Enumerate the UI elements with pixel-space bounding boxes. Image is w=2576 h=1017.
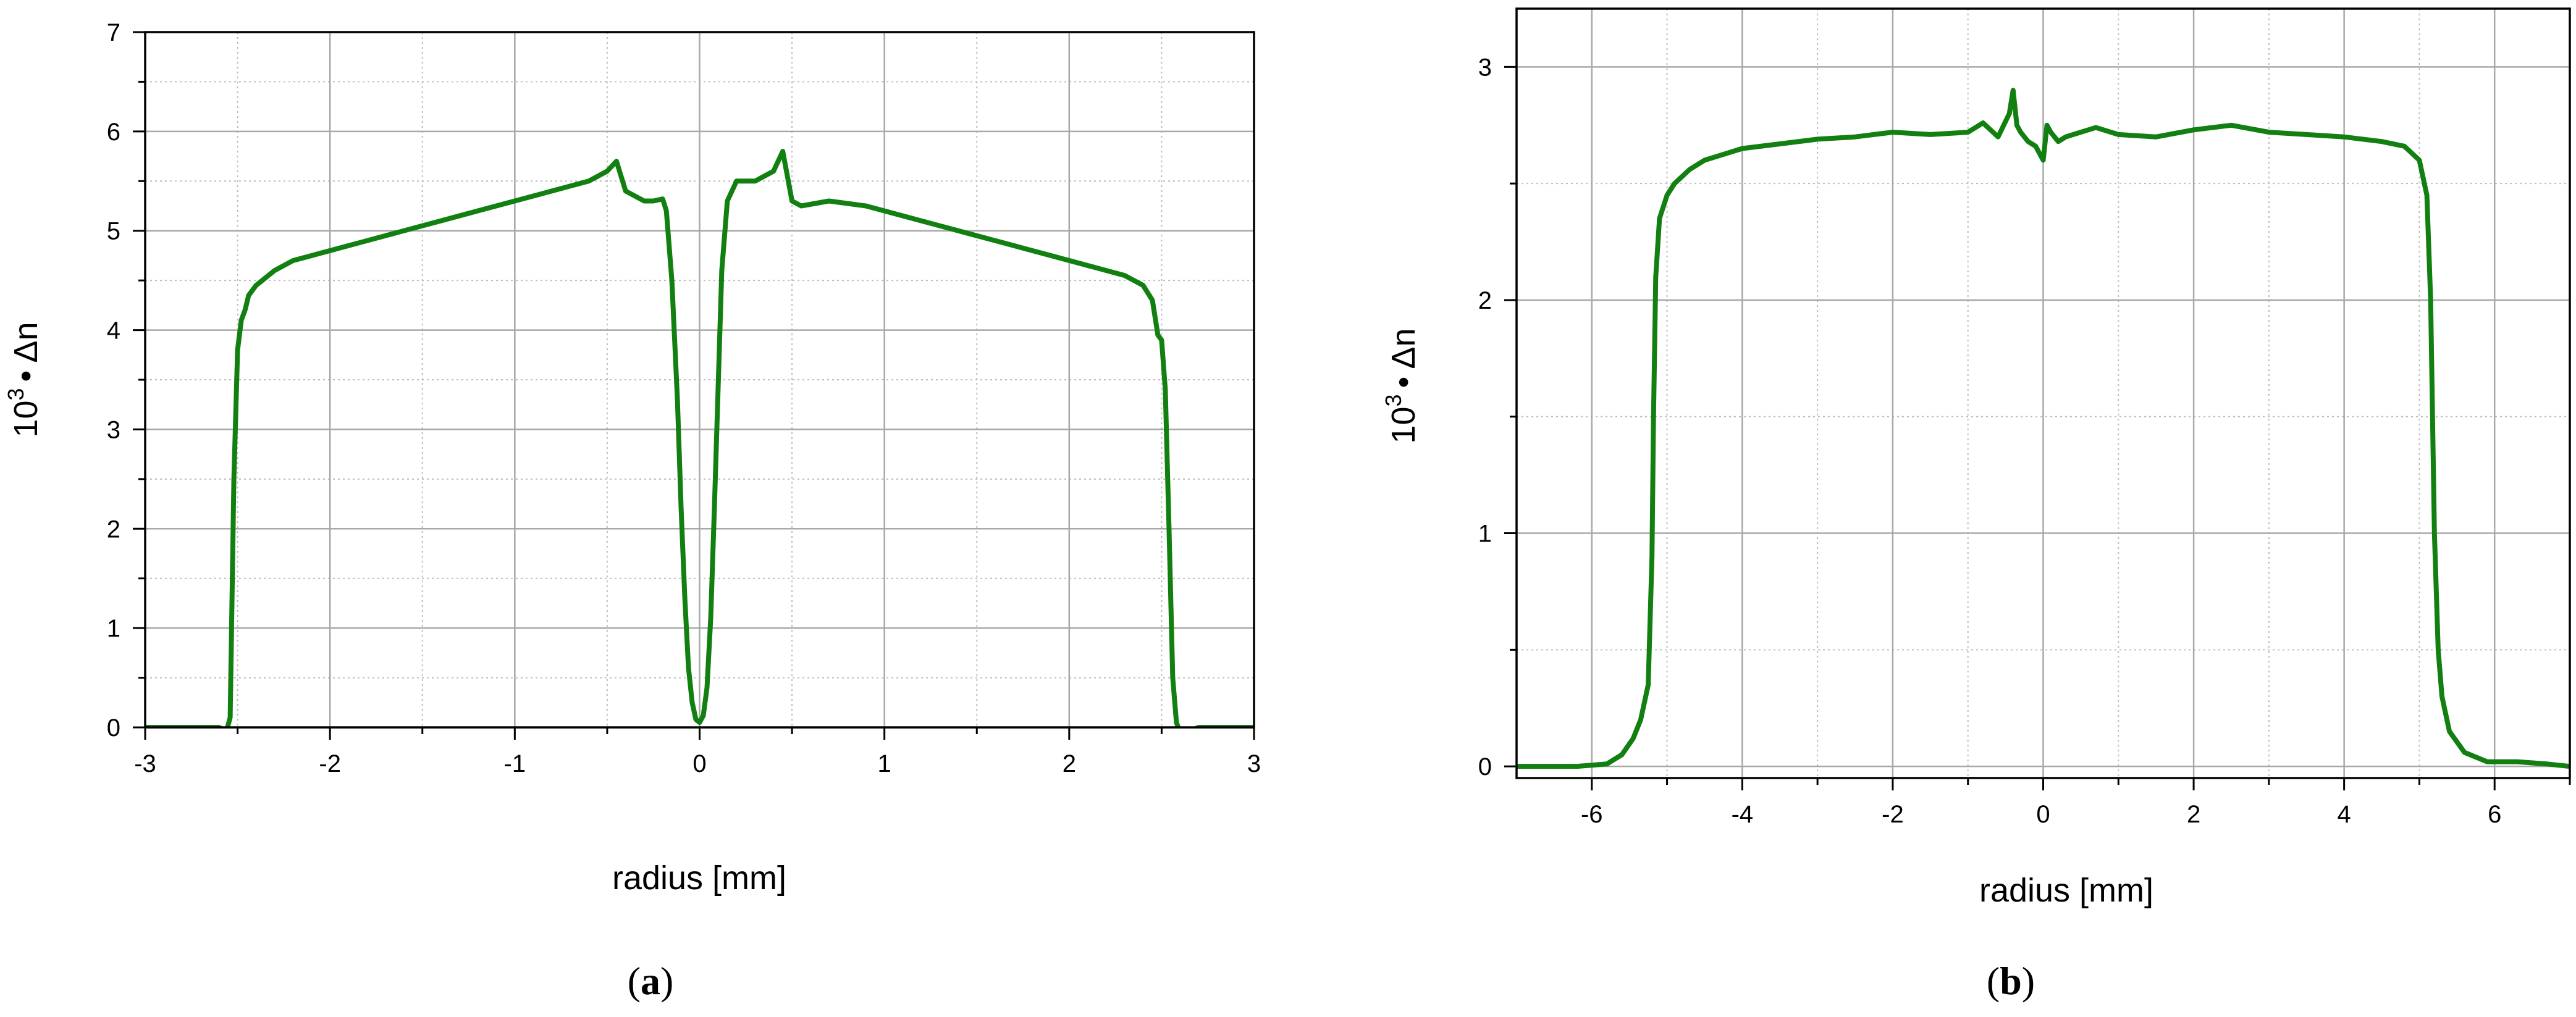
y-axis-label-base: 10 <box>1385 406 1422 443</box>
y-tick-label: 1 <box>107 615 120 642</box>
y-tick-label: 3 <box>107 416 120 443</box>
y-axis-label-rest: • Δn <box>7 322 44 382</box>
x-tick-label: 0 <box>2036 801 2050 828</box>
y-axis-label: 103 • Δn <box>1381 328 1422 443</box>
y-axis-label-exponent: 3 <box>3 388 28 400</box>
x-tick-label: -3 <box>134 750 156 777</box>
panel-caption: (b) <box>1987 959 2035 1003</box>
x-tick-label: 2 <box>2187 801 2200 828</box>
x-tick-label: 0 <box>692 750 706 777</box>
panel-caption: (a) <box>628 959 674 1003</box>
x-axis-label: radius [mm] <box>1979 872 2153 909</box>
x-tick-label: 2 <box>1063 750 1076 777</box>
caption-close-paren: ) <box>2022 959 2035 1003</box>
caption-close-paren: ) <box>660 959 673 1003</box>
y-axis-label-base: 10 <box>7 400 44 437</box>
caption-letter: a <box>641 959 660 1003</box>
y-tick-label: 4 <box>107 317 120 345</box>
plot-frame <box>1515 7 2571 779</box>
y-tick-label: 7 <box>107 19 120 46</box>
data-line-series-0 <box>145 149 1254 727</box>
data-line-series-0 <box>1517 88 2570 769</box>
x-tick-label: 4 <box>2338 801 2351 828</box>
x-tick-label: -4 <box>1732 801 1754 828</box>
x-tick-label: 3 <box>1247 750 1261 777</box>
y-tick-label: 2 <box>107 516 120 543</box>
x-tick-label: 1 <box>878 750 891 777</box>
y-axis-label: 103 • Δn <box>3 322 44 437</box>
x-tick-label: 6 <box>2488 801 2501 828</box>
caption-open-paren: ( <box>1987 959 2000 1003</box>
x-axis-label: radius [mm] <box>612 860 786 897</box>
y-tick-label: 0 <box>1478 753 1492 781</box>
x-tick-label: -2 <box>319 750 341 777</box>
y-tick-label: 3 <box>1478 54 1492 81</box>
y-axis-label-rest: • Δn <box>1385 328 1422 388</box>
caption-open-paren: ( <box>628 959 641 1003</box>
x-tick-label: -2 <box>1882 801 1904 828</box>
caption-letter: b <box>2000 959 2022 1003</box>
y-axis-label-exponent: 3 <box>1381 394 1406 406</box>
y-tick-label: 5 <box>107 218 120 245</box>
y-tick-label: 1 <box>1478 521 1492 548</box>
y-tick-label: 2 <box>1478 287 1492 314</box>
x-tick-label: -6 <box>1581 801 1603 828</box>
x-tick-label: -1 <box>504 750 526 777</box>
y-tick-label: 0 <box>107 714 120 742</box>
y-tick-label: 6 <box>107 119 120 146</box>
plot-frame <box>144 31 1255 729</box>
